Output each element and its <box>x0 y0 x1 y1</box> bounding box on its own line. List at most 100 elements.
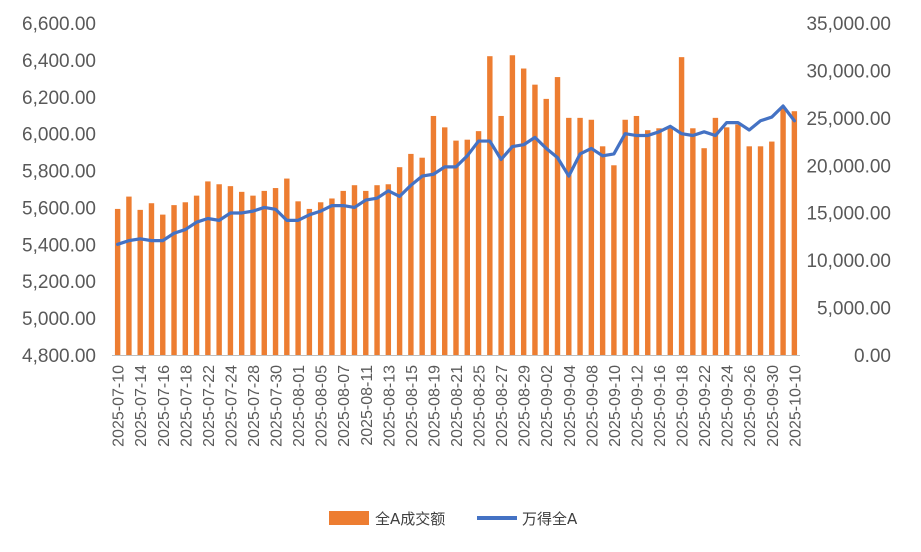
bar-2025-09-12 <box>633 115 640 356</box>
bar-2025-08-05 <box>317 202 324 355</box>
x-tick-label: 2025-07-28 <box>246 365 263 447</box>
bar-2025-08-08 <box>351 185 358 355</box>
bar-2025-09-01 <box>532 84 538 356</box>
bar-2025-07-17 <box>171 205 177 355</box>
y-left-tick-label: 5,800.00 <box>22 162 96 183</box>
bar-2025-07-11 <box>126 196 132 355</box>
bar-2025-09-09 <box>599 146 606 355</box>
x-tick-label: 2025-09-18 <box>675 365 692 447</box>
y-right-tick-label: 35,000.00 <box>806 14 891 35</box>
x-tick-label: 2025-09-10 <box>607 365 624 447</box>
x-tick-label: 2025-08-29 <box>517 365 534 447</box>
y-right-tick-label: 30,000.00 <box>806 61 891 82</box>
bar-2025-09-10 <box>611 165 617 355</box>
x-tick-label: 2025-08-21 <box>449 365 466 447</box>
bar-2025-09-08 <box>588 119 595 355</box>
y-left-tick-label: 6,600.00 <box>22 14 96 35</box>
x-tick-label: 2025-08-11 <box>359 365 376 446</box>
bar-2025-07-23 <box>216 184 222 355</box>
bar-2025-08-01 <box>295 201 301 355</box>
legend-label-bar: 全A成交额 <box>375 510 445 528</box>
x-tick-label: 2025-08-01 <box>291 365 308 447</box>
bar-2025-08-12 <box>374 185 380 355</box>
bar-2025-07-15 <box>148 203 155 355</box>
legend-label-line: 万得全A <box>522 510 578 528</box>
x-tick-label: 2025-09-04 <box>562 365 579 447</box>
x-tick-label: 2025-09-08 <box>584 365 601 447</box>
x-tick-label: 2025-10-10 <box>787 365 804 447</box>
bar-2025-10-10 <box>791 111 798 356</box>
bar-2025-09-22 <box>701 148 707 355</box>
bar-2025-09-03 <box>554 77 561 355</box>
bar-2025-08-07 <box>340 190 346 355</box>
bar-2025-09-18 <box>678 57 685 356</box>
axis-layer: 4,800.00 5,000.00 5,200.00 5,400.00 5,600.00… <box>22 14 891 447</box>
y-left-tick-label: 6,200.00 <box>22 88 96 109</box>
y-left-tick-label: 6,000.00 <box>22 125 96 146</box>
x-tick-label: 2025-07-24 <box>223 365 240 447</box>
x-tick-label: 2025-08-27 <box>494 365 511 447</box>
bar-2025-09-25 <box>735 124 741 355</box>
bar-2025-07-21 <box>193 195 200 355</box>
y-left-tick-label: 6,400.00 <box>22 51 96 72</box>
x-tick-label: 2025-08-13 <box>381 365 398 447</box>
x-tick-label: 2025-07-16 <box>156 365 173 447</box>
legend: 全A成交额 万得全A <box>329 510 578 528</box>
bar-2025-08-18 <box>419 157 425 355</box>
bar-2025-09-04 <box>566 117 572 355</box>
bar-2025-07-18 <box>182 202 189 355</box>
bar-2025-09-23 <box>712 117 719 355</box>
bar-2025-07-31 <box>284 178 290 355</box>
x-tick-label: 2025-09-26 <box>742 365 759 447</box>
bar-2025-09-17 <box>667 127 674 355</box>
x-tick-label: 2025-09-12 <box>629 365 646 447</box>
x-tick-label: 2025-07-22 <box>201 365 218 447</box>
bar-2025-08-29 <box>520 68 527 355</box>
bar-2025-08-22 <box>464 139 470 355</box>
bar-2025-08-19 <box>430 115 437 356</box>
bar-2025-09-29 <box>757 146 764 355</box>
bar-2025-08-26 <box>487 56 493 355</box>
bars-layer <box>114 55 798 356</box>
bar-2025-08-20 <box>442 127 448 355</box>
y-left-tick-label: 5,200.00 <box>22 272 96 293</box>
bar-2025-08-06 <box>329 198 335 355</box>
bar-2025-09-02 <box>543 98 549 355</box>
bar-2025-07-22 <box>205 181 211 355</box>
bar-2025-09-16 <box>656 128 662 355</box>
bar-2025-08-13 <box>385 184 392 355</box>
x-tick-label: 2025-08-05 <box>314 365 331 447</box>
bar-2025-07-14 <box>137 209 143 355</box>
bar-2025-10-09 <box>780 108 786 355</box>
bar-2025-08-21 <box>453 140 459 355</box>
x-tick-label: 2025-08-19 <box>426 365 443 447</box>
x-tick-label: 2025-07-10 <box>111 365 128 447</box>
x-tick-label: 2025-07-18 <box>178 365 195 447</box>
x-tick-label: 2025-08-15 <box>404 365 421 447</box>
y-right-tick-label: 25,000.00 <box>806 109 891 130</box>
bar-2025-07-10 <box>114 208 121 355</box>
y-left-tick-label: 5,600.00 <box>22 198 96 219</box>
legend-swatch-bar <box>329 511 369 525</box>
x-tick-label: 2025-09-02 <box>539 365 556 447</box>
bar-2025-08-04 <box>306 208 313 355</box>
y-right-tick-label: 10,000.00 <box>806 251 891 272</box>
y-right-tick-label: 15,000.00 <box>806 204 891 225</box>
y-right-tick-label: 20,000.00 <box>806 156 891 177</box>
x-tick-label: 2025-09-22 <box>697 365 714 447</box>
bar-2025-07-16 <box>160 214 166 355</box>
y-left-tick-label: 4,800.00 <box>22 346 96 367</box>
bar-2025-08-25 <box>475 131 482 355</box>
x-tick-label: 2025-07-30 <box>269 365 286 447</box>
y-left-tick-label: 5,000.00 <box>22 309 96 330</box>
x-tick-label: 2025-07-14 <box>133 365 150 447</box>
bar-2025-09-24 <box>723 127 730 355</box>
bar-2025-09-26 <box>746 146 752 355</box>
line-layer <box>116 104 796 246</box>
y-left-tick-label: 5,400.00 <box>22 235 96 256</box>
bar-2025-08-14 <box>396 167 403 355</box>
x-tick-label: 2025-09-30 <box>765 365 782 447</box>
bar-2025-08-15 <box>408 153 414 355</box>
